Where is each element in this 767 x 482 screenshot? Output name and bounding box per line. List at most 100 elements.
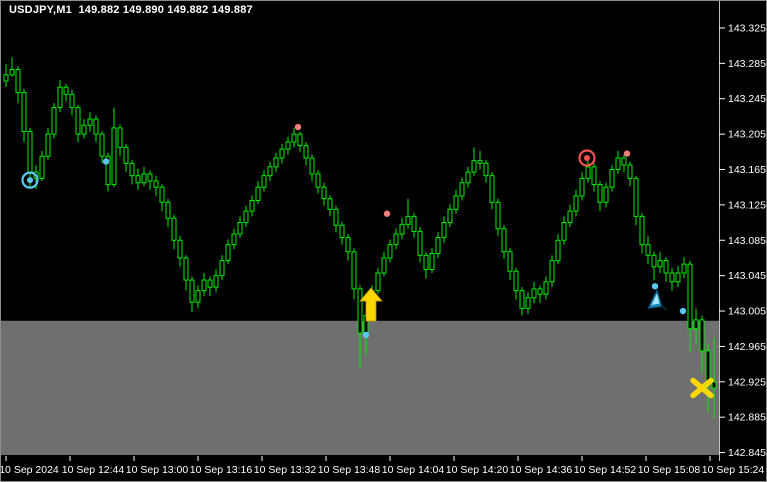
candlestick [87, 118, 93, 126]
candlestick [57, 86, 63, 109]
candlestick [585, 166, 591, 179]
price-tick-label: 143.045 [728, 270, 766, 282]
candlestick [309, 157, 315, 175]
price-tick-label: 143.285 [728, 58, 766, 70]
price-tick-label: 142.845 [728, 447, 766, 459]
time-tick-label: 10 Sep 13:32 [254, 464, 317, 476]
candlestick [339, 224, 345, 239]
candlestick [201, 279, 207, 292]
candlestick [681, 263, 687, 274]
candlestick [153, 180, 159, 188]
candlestick [249, 199, 255, 212]
candlestick [273, 157, 279, 168]
candlestick [699, 319, 705, 352]
circled-dot-red-center [584, 155, 590, 161]
candlestick [225, 244, 231, 262]
candlestick [285, 141, 291, 150]
candlestick [375, 272, 381, 292]
time-tick-label: 10 Sep 14:20 [446, 464, 509, 476]
candlestick [453, 195, 459, 210]
candlestick [243, 210, 249, 224]
price-tick-label: 142.925 [728, 376, 766, 388]
candlestick [147, 173, 153, 182]
candlestick [399, 223, 405, 235]
candlestick [561, 222, 567, 241]
candlestick [327, 198, 333, 210]
candlestick [603, 186, 609, 203]
time-tick-label: 10 Sep 14:52 [574, 464, 637, 476]
candlestick [615, 157, 621, 170]
candlestick [231, 233, 237, 246]
chart-symbol-title: USDJPY,M1 149.882 149.890 149.882 149.88… [9, 4, 253, 16]
candlestick [549, 260, 555, 283]
candlestick [471, 160, 477, 173]
candlestick [591, 166, 597, 186]
candlestick [159, 186, 165, 203]
candlestick [315, 173, 321, 188]
candlestick [81, 124, 87, 135]
candlestick [279, 148, 285, 159]
candlestick [51, 107, 57, 135]
price-tick-label: 143.005 [728, 306, 766, 318]
candlestick [93, 118, 99, 135]
candlestick [3, 74, 9, 82]
candlestick [393, 233, 399, 246]
candlestick [183, 257, 189, 281]
time-tick-label: 10 Sep 2024 [0, 464, 59, 476]
candlestick [441, 222, 447, 239]
candlestick [579, 177, 585, 197]
candlestick [261, 175, 267, 188]
candlestick [69, 93, 75, 109]
candlestick [405, 215, 411, 225]
candlestick [627, 164, 633, 179]
candlestick [417, 230, 423, 256]
candlestick [465, 171, 471, 184]
dot-red-2-icon [383, 210, 391, 217]
time-tick-label: 10 Sep 14:04 [382, 464, 445, 476]
circled-dot-red-icon [578, 149, 596, 167]
candlestick [21, 92, 27, 132]
teal-plane-arrow-highlight [651, 293, 660, 306]
candlestick [171, 217, 177, 241]
buy-arrow-yellow-icon [359, 287, 383, 322]
candlestick [135, 175, 141, 184]
candlestick [645, 244, 651, 256]
candlestick [513, 270, 519, 292]
candlestick [291, 133, 297, 143]
time-tick-label: 10 Sep 13:00 [126, 464, 189, 476]
dot-blue-4-icon [679, 307, 687, 315]
candlestick [177, 239, 183, 259]
candlestick [501, 228, 507, 253]
candlestick [15, 69, 21, 94]
candlestick [99, 133, 105, 157]
candlestick [267, 166, 273, 177]
price-tick-label: 143.245 [728, 93, 766, 105]
candlestick [75, 107, 81, 135]
candlestick [189, 279, 195, 303]
candlestick [663, 260, 669, 274]
candlestick [543, 281, 549, 295]
candlestick [483, 162, 489, 177]
candlestick [597, 184, 603, 203]
candlestick [351, 251, 357, 290]
candlestick [651, 254, 657, 268]
candlestick [111, 127, 117, 186]
candlestick [459, 182, 465, 197]
candlestick [255, 186, 261, 201]
price-tick-label: 142.885 [728, 412, 766, 424]
candlestick [9, 69, 15, 76]
circled-dot-blue-icon [21, 171, 39, 189]
price-tick-label: 143.125 [728, 199, 766, 211]
candlestick [429, 253, 435, 270]
dot-blue-2-icon [362, 331, 370, 339]
candlestick [411, 215, 417, 232]
exit-cross-yellow-icon [690, 377, 714, 399]
time-tick-label: 10 Sep 15:08 [638, 464, 701, 476]
candlestick [207, 279, 213, 288]
price-tick-label: 143.165 [728, 164, 766, 176]
candlestick [303, 145, 309, 159]
candlestick [219, 260, 225, 277]
candlestick [297, 133, 303, 147]
